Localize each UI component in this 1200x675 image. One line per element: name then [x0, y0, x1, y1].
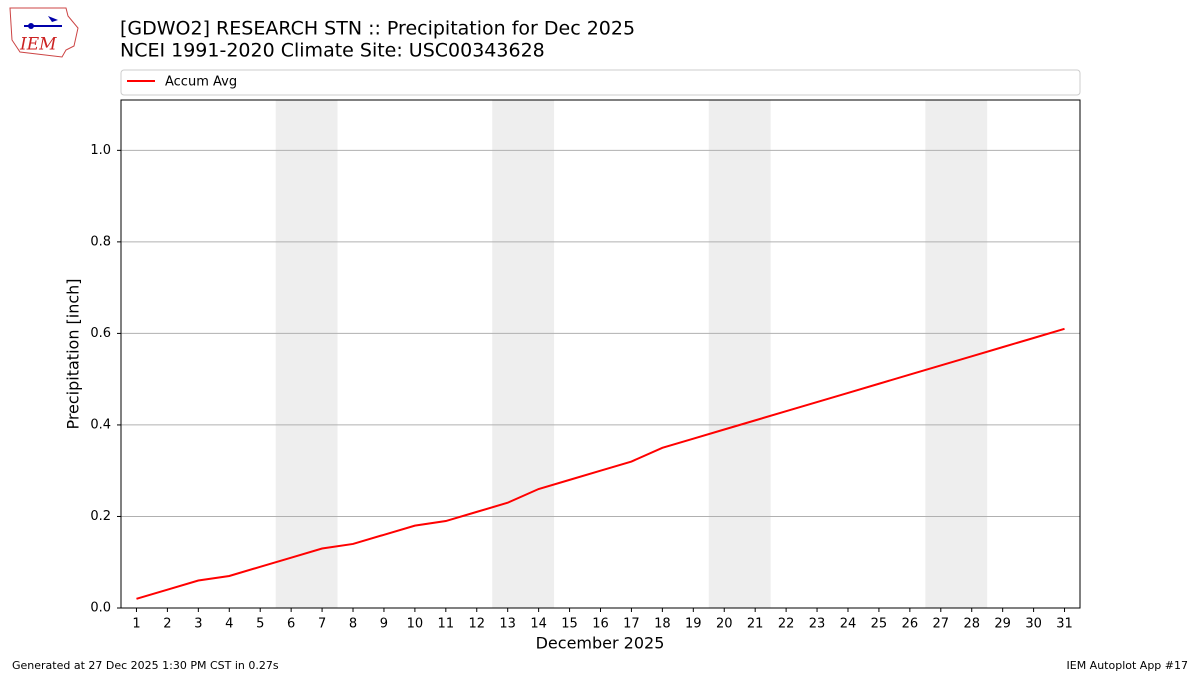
- x-tick-label: 15: [561, 617, 578, 632]
- x-tick-label: 17: [623, 617, 640, 632]
- y-tick-label: 1.0: [90, 143, 111, 158]
- y-tick-label: 0.0: [90, 601, 111, 616]
- footer-right: IEM Autoplot App #17: [1067, 659, 1189, 672]
- x-tick-label: 9: [380, 617, 388, 632]
- x-tick-label: 3: [194, 617, 202, 632]
- x-tick-label: 8: [349, 617, 357, 632]
- legend-box: [120, 69, 1081, 96]
- x-tick-label: 10: [407, 617, 424, 632]
- x-tick-label: 29: [994, 617, 1011, 632]
- x-tick-label: 16: [592, 617, 609, 632]
- x-tick-label: 2: [163, 617, 171, 632]
- x-tick-label: 21: [747, 617, 764, 632]
- x-tick-label: 11: [438, 617, 455, 632]
- legend-label: Accum Avg: [165, 75, 237, 90]
- x-tick-label: 24: [840, 617, 857, 632]
- y-tick-label: 0.8: [90, 234, 111, 249]
- x-axis-label: December 2025: [536, 634, 665, 653]
- x-tick-label: 26: [902, 617, 919, 632]
- footer-left: Generated at 27 Dec 2025 1:30 PM CST in …: [12, 659, 279, 672]
- x-tick-label: 14: [530, 617, 547, 632]
- logo: IEM: [9, 7, 79, 58]
- weekend-shade: [492, 100, 555, 608]
- plot-frame: [120, 99, 1081, 609]
- x-tick-label: 18: [654, 617, 671, 632]
- series-line: [136, 327, 1065, 600]
- y-tick-label: 0.4: [90, 417, 111, 432]
- x-tick-label: 25: [871, 617, 888, 632]
- x-tick-label: 19: [685, 617, 702, 632]
- x-tick-label: 22: [778, 617, 795, 632]
- chart-subtitle: NCEI 1991-2020 Climate Site: USC00343628: [120, 40, 545, 62]
- x-tick-label: 13: [499, 617, 516, 632]
- x-tick-label: 31: [1056, 617, 1073, 632]
- x-tick-label: 4: [225, 617, 233, 632]
- x-tick-label: 30: [1025, 617, 1042, 632]
- y-tick-label: 0.6: [90, 326, 111, 341]
- x-tick-label: 23: [809, 617, 826, 632]
- x-tick-label: 1: [132, 617, 140, 632]
- weekend-shade: [275, 100, 338, 608]
- x-tick-label: 6: [287, 617, 295, 632]
- x-tick-label: 28: [963, 617, 980, 632]
- x-tick-label: 12: [468, 617, 485, 632]
- x-tick-label: 20: [716, 617, 733, 632]
- y-tick-label: 0.2: [90, 509, 111, 524]
- weekend-shade: [708, 100, 771, 608]
- x-tick-label: 27: [933, 617, 950, 632]
- chart-title: [GDWO2] RESEARCH STN :: Precipitation fo…: [120, 18, 635, 40]
- x-tick-label: 5: [256, 617, 264, 632]
- y-axis-label: Precipitation [inch]: [64, 278, 83, 429]
- logo-text: IEM: [19, 35, 57, 55]
- x-tick-label: 7: [318, 617, 326, 632]
